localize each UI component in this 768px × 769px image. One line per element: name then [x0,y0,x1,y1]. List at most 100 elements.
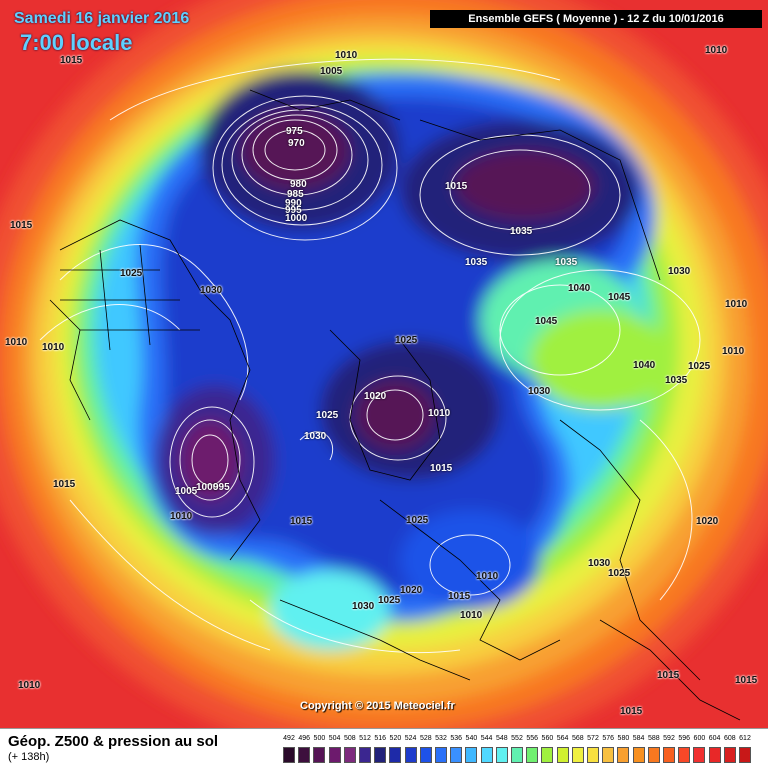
forecast-lead: (+ 138h) [8,751,50,763]
legend-value: 492 [283,735,295,742]
legend-swatch [571,747,584,763]
pressure-label: 975 [286,126,303,137]
pressure-label: 995 [285,205,302,216]
legend-swatch [328,747,341,763]
legend-swatch [480,747,493,763]
pressure-label: 1035 [665,375,688,386]
legend-swatch [404,747,417,763]
pressure-label: 1000 [196,482,219,493]
pressure-label: 1020 [696,516,719,527]
pressure-label: 1025 [120,268,143,279]
pressure-label: 1030 [352,601,375,612]
legend-value: 568 [571,735,584,742]
pressure-label: 1015 [53,479,76,490]
pressure-label: 1010 [705,45,728,56]
pressure-label: 1010 [5,337,28,348]
legend-swatch [495,747,508,763]
pressure-label: 1010 [170,511,193,522]
legend-value: 500 [313,735,326,742]
legend-value: 520 [389,735,402,742]
legend-swatch [359,747,371,763]
pressure-label: 1030 [668,266,691,277]
legend-value: 540 [465,735,478,742]
pressure-label: 1025 [608,568,631,579]
legend-swatch [708,747,721,763]
pressure-label: 1015 [10,220,33,231]
pressure-label: 970 [288,138,305,149]
pressure-label: 1010 [460,610,483,621]
legend-value: 508 [343,735,356,742]
pressure-label: 1010 [42,342,65,353]
pressure-label: 1030 [528,386,551,397]
forecast-date: Samedi 16 janvier 2016 [14,10,190,27]
pressure-label: 1035 [555,257,578,268]
legend-value: 516 [374,735,387,742]
legend-swatch [298,747,311,763]
legend-value: 592 [663,735,675,742]
pressure-label: 1015 [620,706,643,717]
map-title: Géop. Z500 & pression au sol [8,733,219,750]
pressure-label: 1025 [395,335,418,346]
legend-value: 532 [435,735,447,742]
legend-value: 596 [678,735,691,742]
pressure-label: 1010 [18,680,41,691]
coastlines [49,89,741,721]
legend-value: 504 [328,735,341,742]
pressure-label: 1005 [320,66,343,77]
pressure-label: 1035 [465,257,488,268]
pressure-label: 985 [287,189,304,200]
pressure-label: 1015 [430,463,453,474]
legend-value: 548 [495,735,508,742]
legend-value: 512 [359,735,371,742]
pressure-label: 1015 [445,181,468,192]
legend-swatch [739,747,751,763]
legend-value: 556 [526,735,539,742]
z500-field [0,0,768,728]
pressure-label: 1010 [476,571,499,582]
legend-value: 588 [647,735,660,742]
legend-value: 552 [511,735,523,742]
pressure-label: 1020 [364,391,387,402]
pressure-label: 1010 [722,346,745,357]
pressure-label: 1025 [688,361,711,372]
pressure-label: 1030 [588,558,611,569]
legend-swatch [647,747,660,763]
legend-swatch [374,747,387,763]
legend-value: 584 [632,735,645,742]
legend-value: 612 [739,735,751,742]
legend-swatch [526,747,539,763]
legend-swatch [343,747,356,763]
pressure-label: 1040 [633,360,656,371]
pressure-label: 1025 [316,410,339,421]
pressure-label: 1015 [448,591,471,602]
copyright: Copyright © 2015 Meteociel.fr [300,700,455,712]
legend-swatch [541,747,554,763]
pressure-label: 1015 [657,670,680,681]
legend-swatch [632,747,645,763]
pressure-label: 1040 [568,283,591,294]
pressure-label: 1015 [60,55,83,66]
legend-value: 536 [450,735,463,742]
legend-value: 496 [298,735,311,742]
pressure-label: 1010 [428,408,451,419]
legend-swatch [419,747,432,763]
pressure-label: 980 [290,179,307,190]
legend-value: 544 [480,735,493,742]
pressure-label: 1010 [335,50,358,61]
legend-value: 580 [617,735,630,742]
forecast-time: 7:00 locale [20,30,133,55]
legend-swatch [663,747,675,763]
pressure-label: 1005 [175,486,198,497]
legend-value: 524 [404,735,417,742]
map-footer: Géop. Z500 & pression au sol (+ 138h) 49… [0,728,768,769]
legend-swatch [678,747,691,763]
pressure-label: 1025 [406,515,429,526]
legend-swatch [283,747,295,763]
legend-value: 600 [693,735,706,742]
legend-swatch [556,747,569,763]
legend-value: 528 [419,735,432,742]
legend-swatch [587,747,599,763]
legend-swatch [450,747,463,763]
pressure-label: 1010 [725,299,748,310]
pressure-label: 995 [213,482,230,493]
